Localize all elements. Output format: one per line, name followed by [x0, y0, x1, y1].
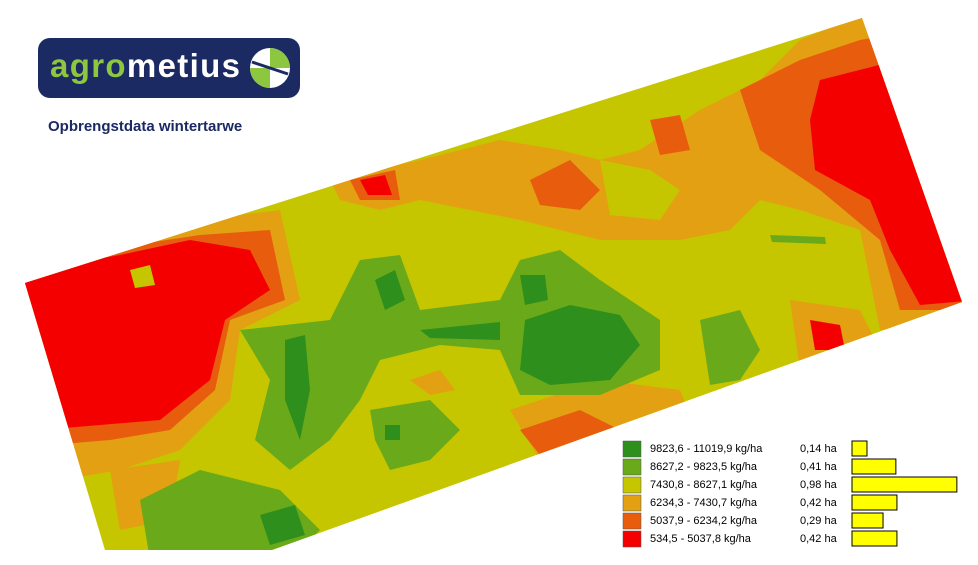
logo-box — [38, 38, 300, 98]
area-bar — [851, 476, 958, 493]
area-bar — [851, 530, 898, 547]
legend-range: 534,5 - 5037,8 kg/ha — [650, 533, 752, 545]
legend-area: 0,42 ha — [800, 497, 838, 509]
area-bar — [851, 458, 897, 475]
legend-area: 0,41 ha — [800, 461, 838, 473]
logo-icon — [250, 48, 290, 88]
area-bar — [851, 494, 898, 511]
legend-area: 0,14 ha — [800, 443, 838, 455]
logo-text: agrometius — [50, 47, 240, 84]
legend: 9823,6 - 11019,9 kg/ha 0,14 ha 8627,2 - 98… — [622, 440, 958, 548]
legend-range: 9823,6 - 11019,9 kg/ha — [650, 443, 763, 455]
logo-part: agro — [50, 47, 126, 84]
legend-range: 6234,3 - 7430,7 kg/ha — [650, 497, 758, 509]
legend-swatch — [622, 458, 642, 476]
legend-range: 5037,9 - 6234,2 kg/ha — [650, 515, 758, 527]
subtitle: Opbrengstdata wintertarwe — [48, 118, 242, 135]
logo-part: metius — [127, 47, 240, 84]
legend-swatch — [622, 440, 642, 458]
legend-swatch — [622, 530, 642, 548]
legend-area: 0,29 ha — [800, 515, 838, 527]
legend-swatch — [622, 512, 642, 530]
legend-area: 0,42 ha — [800, 533, 838, 545]
legend-swatch — [622, 494, 642, 512]
area-bar — [851, 512, 884, 529]
legend-swatch — [622, 476, 642, 494]
legend-range: 8627,2 - 9823,5 kg/ha — [650, 461, 758, 473]
legend-area: 0,98 ha — [800, 479, 838, 491]
area-bar — [851, 440, 868, 457]
legend-range: 7430,8 - 8627,1 kg/ha — [650, 479, 758, 491]
